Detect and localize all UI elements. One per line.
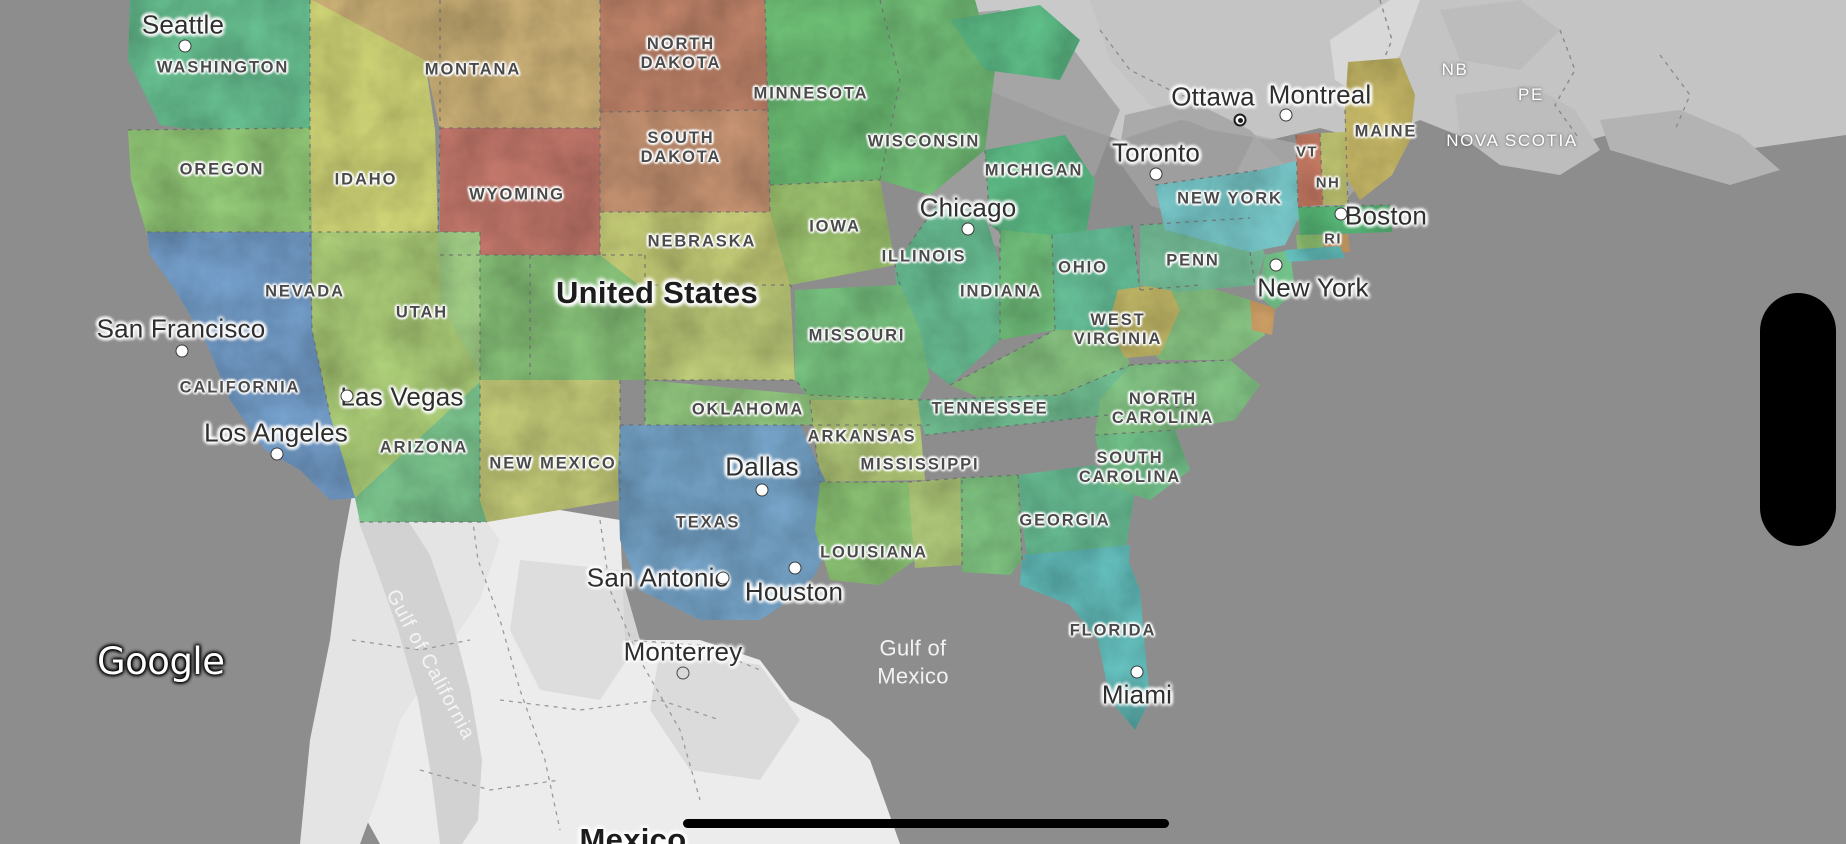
google-logo: Google (97, 640, 225, 683)
scroll-indicator[interactable] (1760, 293, 1836, 546)
home-indicator-bar[interactable] (683, 819, 1169, 828)
us-states (128, 0, 1415, 730)
state-borders (127, 0, 1391, 565)
mexico-landmass (300, 495, 900, 844)
